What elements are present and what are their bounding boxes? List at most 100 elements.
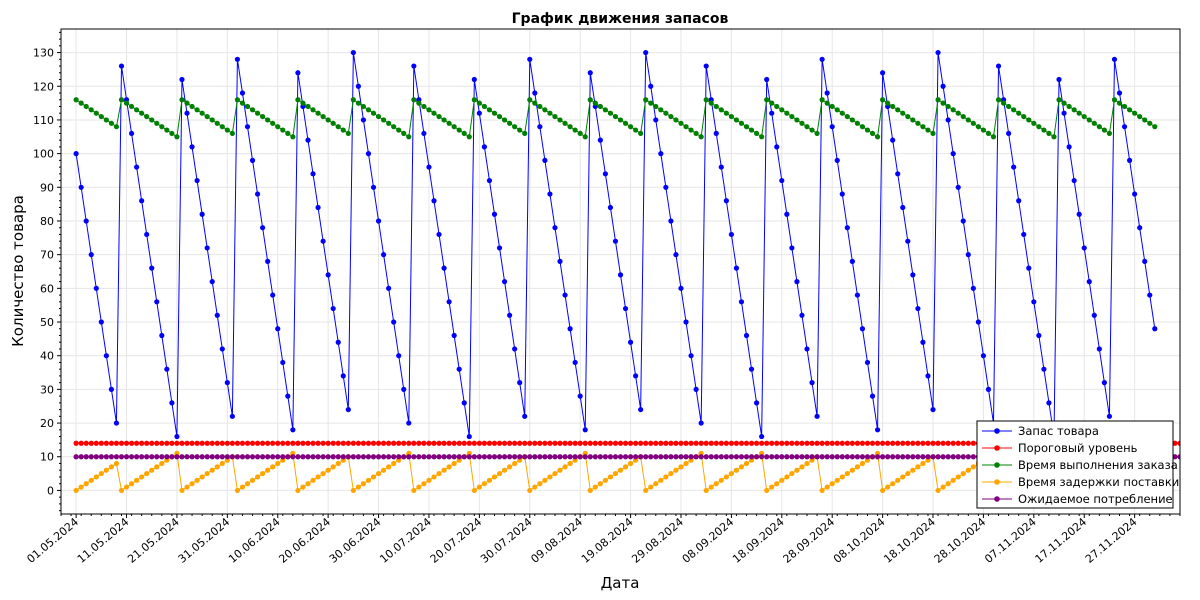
data-point — [552, 470, 558, 477]
data-point — [834, 454, 840, 460]
data-point — [411, 440, 417, 446]
data-point — [239, 100, 246, 106]
data-point — [108, 120, 115, 126]
y-tick-label: 110 — [33, 114, 54, 127]
data-point — [738, 299, 745, 305]
data-point — [663, 184, 669, 190]
y-tick-label: 90 — [40, 181, 54, 194]
data-point — [854, 292, 861, 298]
data-point — [980, 353, 987, 359]
data-point — [512, 454, 518, 460]
data-point — [683, 440, 689, 446]
data-point — [315, 204, 321, 211]
data-point — [794, 467, 800, 473]
data-point — [305, 137, 311, 143]
y-tick-label: 100 — [33, 148, 54, 161]
data-point — [471, 454, 477, 460]
data-point — [421, 454, 427, 460]
data-point — [391, 319, 397, 325]
data-point — [668, 470, 674, 477]
y-tick-label: 10 — [40, 451, 54, 464]
data-point — [401, 130, 407, 137]
data-point — [501, 279, 508, 285]
data-point — [476, 484, 482, 490]
data-point — [552, 113, 558, 120]
data-point — [799, 120, 805, 126]
data-point — [501, 467, 508, 473]
data-point — [627, 339, 634, 345]
x-axis-title: Дата — [601, 574, 640, 592]
data-point — [895, 454, 901, 460]
data-point — [1101, 380, 1107, 386]
data-point — [935, 454, 941, 460]
data-point — [910, 440, 916, 446]
data-point — [890, 103, 896, 110]
data-point — [1051, 134, 1057, 140]
data-point — [290, 440, 296, 446]
data-point — [164, 127, 170, 133]
data-point — [1026, 265, 1032, 271]
data-point — [93, 440, 99, 446]
data-point — [360, 440, 367, 446]
data-point — [567, 440, 573, 446]
data-point — [527, 487, 533, 494]
data-point — [476, 110, 482, 116]
data-point — [471, 440, 477, 446]
data-point — [723, 198, 729, 204]
data-point — [789, 113, 795, 120]
data-point — [759, 433, 765, 440]
data-point — [733, 117, 740, 123]
data-point — [572, 440, 578, 446]
data-point — [164, 366, 170, 372]
data-point — [532, 100, 538, 106]
data-point — [975, 124, 981, 130]
data-point — [1066, 144, 1072, 150]
data-point — [290, 134, 296, 140]
data-point — [960, 470, 966, 477]
data-point — [1076, 110, 1082, 116]
data-point — [592, 454, 598, 460]
data-point — [522, 413, 528, 419]
data-point — [542, 454, 548, 460]
data-point — [839, 191, 845, 197]
legend-marker — [994, 428, 1000, 434]
data-point — [244, 103, 251, 110]
data-point — [209, 279, 215, 285]
data-point — [486, 107, 493, 113]
data-point — [915, 464, 921, 470]
data-point — [270, 440, 276, 446]
data-point — [446, 120, 452, 126]
data-point — [315, 110, 321, 116]
data-point — [103, 467, 109, 473]
data-point — [108, 440, 115, 446]
data-point — [1111, 56, 1118, 62]
data-point — [108, 386, 115, 392]
series-2 — [73, 97, 1158, 140]
data-point — [234, 440, 241, 446]
data-point — [819, 56, 825, 62]
data-point — [522, 440, 528, 446]
data-point — [370, 110, 377, 116]
data-point — [718, 164, 724, 170]
data-point — [602, 454, 608, 460]
data-point — [330, 120, 336, 126]
data-point — [950, 454, 956, 460]
data-point — [602, 477, 608, 483]
data-point — [441, 467, 447, 473]
data-point — [1142, 117, 1148, 123]
data-point — [285, 454, 291, 460]
data-point — [350, 454, 356, 460]
data-point — [345, 440, 351, 446]
data-point — [748, 127, 755, 133]
data-point — [1111, 97, 1118, 103]
data-point — [557, 258, 563, 264]
data-point — [78, 100, 84, 106]
series-0 — [73, 49, 1158, 440]
data-point — [859, 460, 866, 467]
data-point — [310, 477, 316, 483]
data-point — [189, 454, 195, 460]
data-point — [910, 454, 916, 460]
data-point — [204, 440, 210, 446]
data-point — [864, 359, 871, 366]
data-point — [617, 272, 624, 278]
